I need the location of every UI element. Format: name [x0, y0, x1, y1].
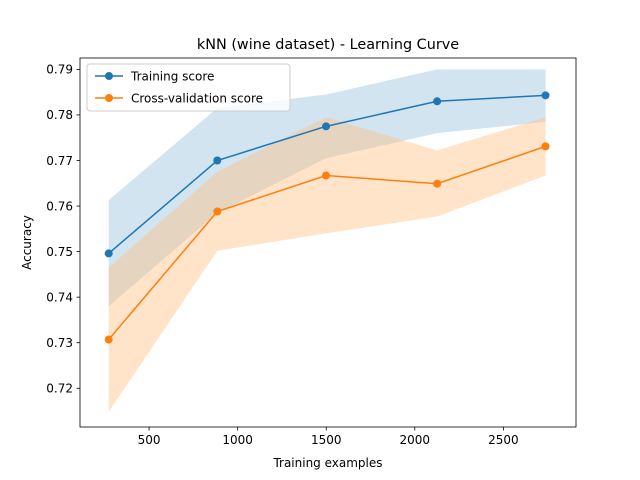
- plot-frame: [79, 57, 577, 428]
- confidence-bands: [108, 69, 546, 412]
- point-training: [213, 156, 222, 165]
- chart-title: kNN (wine dataset) - Learning Curve: [197, 37, 459, 53]
- point-cross-validation: [322, 171, 331, 180]
- y-axis-ticks: 0.72 0.73 0.74 0.75 0.76 0.77 0.78 0.79: [46, 63, 80, 396]
- point-cross-validation: [104, 335, 113, 344]
- x-axis-label: Training examples: [272, 456, 382, 470]
- point-training: [541, 91, 550, 100]
- y-tick-label: 0.79: [46, 63, 73, 77]
- legend: Training score Cross-validation score: [86, 63, 291, 112]
- y-tick-label: 0.77: [46, 154, 73, 168]
- legend-swatch-marker-cross-validation: [105, 94, 113, 102]
- x-axis-ticks: 500 1000 1500 2000 2500: [138, 427, 519, 447]
- x-tick-label: 1500: [311, 433, 342, 447]
- point-cross-validation: [541, 142, 550, 151]
- point-cross-validation: [433, 179, 442, 188]
- point-training: [433, 97, 442, 106]
- y-tick-label: 0.78: [46, 108, 73, 122]
- legend-label-cross-validation: Cross-validation score: [131, 91, 263, 105]
- series-points: [104, 91, 550, 344]
- band-cross-validation: [108, 117, 546, 412]
- point-cross-validation: [213, 207, 222, 216]
- y-tick-label: 0.72: [46, 382, 73, 396]
- x-tick-label: 2000: [400, 433, 431, 447]
- legend-swatch-marker-training: [105, 72, 113, 80]
- x-tick-label: 1000: [222, 433, 253, 447]
- band-training: [108, 69, 546, 307]
- y-tick-label: 0.76: [46, 199, 73, 213]
- legend-label-training: Training score: [130, 69, 214, 83]
- point-training: [104, 249, 113, 258]
- point-training: [322, 122, 331, 131]
- x-tick-label: 500: [138, 433, 161, 447]
- y-tick-label: 0.73: [46, 336, 73, 350]
- y-tick-label: 0.74: [46, 290, 73, 304]
- x-tick-label: 2500: [488, 433, 519, 447]
- y-tick-label: 0.75: [46, 245, 73, 259]
- y-axis-label: Accuracy: [20, 215, 34, 270]
- legend-box: [86, 63, 291, 112]
